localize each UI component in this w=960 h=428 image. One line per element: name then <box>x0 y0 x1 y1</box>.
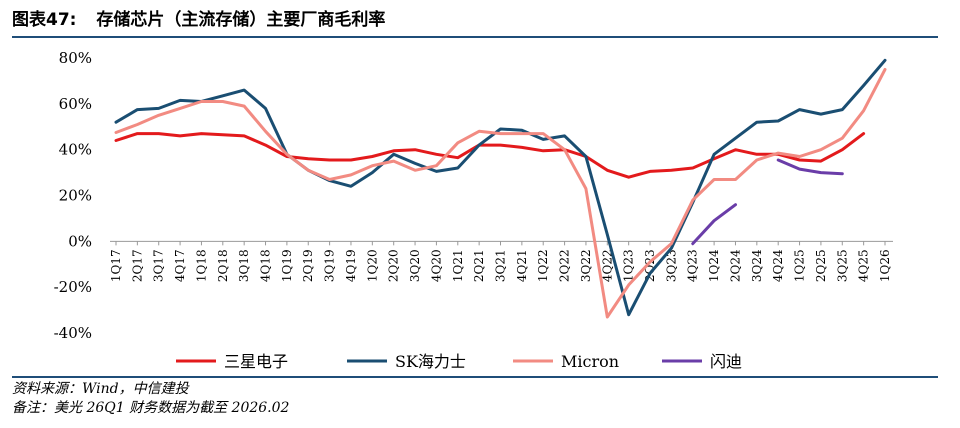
x-tick-label: 2Q19 <box>301 249 315 282</box>
x-tick-label: 2Q24 <box>728 249 742 282</box>
x-tick-label: 4Q21 <box>515 249 529 282</box>
x-tick-label: 1Q18 <box>194 249 208 282</box>
x-tick-label: 2Q22 <box>558 249 572 282</box>
x-tick-label: 1Q26 <box>878 249 892 282</box>
x-tick-label: 4Q19 <box>344 249 358 282</box>
series-line <box>114 68 887 319</box>
x-tick-label: 4Q18 <box>259 249 273 282</box>
legend-label: 闪迪 <box>710 352 742 371</box>
x-tick-label: 2Q20 <box>387 249 401 282</box>
x-tick-label: 3Q22 <box>579 249 593 282</box>
source-note: 资料来源：Wind，中信建投 <box>12 381 189 397</box>
x-tick-label: 3Q20 <box>408 249 422 282</box>
series-line <box>114 58 887 317</box>
x-tick-label: 1Q19 <box>280 249 294 282</box>
x-tick-label: 2Q25 <box>814 249 828 282</box>
footnotes: 资料来源：Wind，中信建投 备注：美光 26Q1 财务数据为截至 2026.0… <box>12 380 289 418</box>
x-tick-label: 1Q22 <box>536 249 550 282</box>
chart-title: 存储芯片（主流存储）主要厂商毛利率 <box>96 10 386 30</box>
x-tick-label: 4Q22 <box>600 249 614 282</box>
x-tick-label: 3Q24 <box>750 249 764 282</box>
y-tick-label: -40% <box>54 324 92 342</box>
footer-rule <box>12 376 938 378</box>
x-tick-label: 1Q17 <box>109 249 123 282</box>
series-line <box>776 158 844 176</box>
x-tick-label: 2Q21 <box>472 249 486 282</box>
remark-note: 备注：美光 26Q1 财务数据为截至 2026.02 <box>12 400 290 416</box>
x-tick-label: 3Q19 <box>323 249 337 282</box>
x-tick-label: 4Q24 <box>771 249 785 282</box>
y-tick-label: 40% <box>59 141 92 159</box>
x-tick-label: 4Q20 <box>429 249 443 282</box>
x-tick-label: 1Q21 <box>451 249 465 282</box>
figure-header: 图表47: 存储芯片（主流存储）主要厂商毛利率 <box>12 6 938 34</box>
x-tick-label: 3Q25 <box>835 249 849 282</box>
y-tick-label: 60% <box>59 95 92 113</box>
x-tick-label: 3Q17 <box>152 249 166 282</box>
x-tick-label: 2Q17 <box>130 249 144 282</box>
y-tick-label: 20% <box>59 187 92 205</box>
y-tick-label: 80% <box>59 49 92 67</box>
legend-label: Micron <box>561 352 619 371</box>
legend-label: 三星电子 <box>224 352 288 371</box>
header-rule <box>12 36 938 38</box>
y-tick-label: 0% <box>68 232 92 250</box>
x-tick-label: 2Q18 <box>216 249 230 282</box>
x-tick-label: 1Q23 <box>622 249 636 282</box>
y-tick-label: -20% <box>54 278 92 296</box>
x-tick-label: 1Q25 <box>793 249 807 282</box>
x-tick-label: 4Q25 <box>857 249 871 282</box>
legend-label: SK海力士 <box>395 352 466 371</box>
x-tick-label: 3Q21 <box>494 249 508 282</box>
x-tick-label: 3Q23 <box>664 249 678 282</box>
series-line <box>114 132 866 179</box>
x-tick-label: 1Q20 <box>365 249 379 282</box>
figure-label: 图表47: <box>12 10 77 30</box>
x-tick-label: 1Q24 <box>707 249 721 282</box>
x-tick-label: 4Q23 <box>686 249 700 282</box>
x-tick-label: 3Q18 <box>237 249 251 282</box>
x-tick-label: 4Q17 <box>173 249 187 282</box>
series-line <box>691 203 737 246</box>
